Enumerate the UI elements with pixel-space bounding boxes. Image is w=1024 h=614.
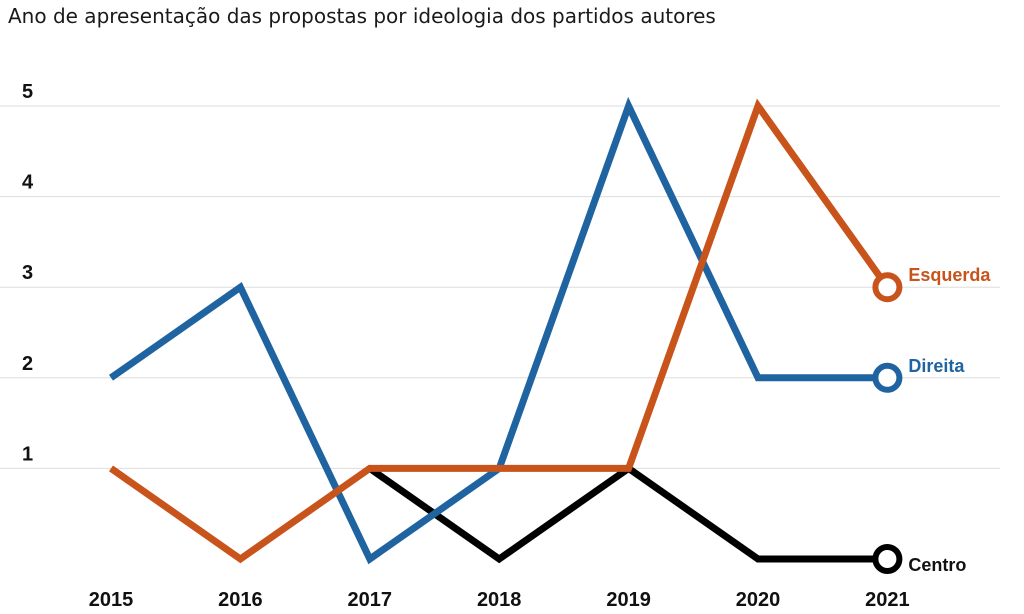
y-tick-label-1: 1 xyxy=(22,443,33,465)
series-line-centro xyxy=(367,464,888,564)
x-tick-label-2020: 2020 xyxy=(736,589,781,611)
y-tick-label-3: 3 xyxy=(22,262,33,284)
x-tick-label-2019: 2019 xyxy=(606,589,651,611)
x-tick-label-2017: 2017 xyxy=(348,589,393,611)
series-label-esquerda: Esquerda xyxy=(908,265,991,285)
series-lines xyxy=(108,96,891,565)
series-label-centro: Centro xyxy=(908,555,966,575)
y-axis-ticks: 1 2 3 4 5 xyxy=(22,81,34,465)
endpoint-marker-esquerda xyxy=(872,272,903,303)
x-axis-ticks: 2015 2016 2017 2018 2019 2020 2021 xyxy=(89,589,910,611)
series-line-direita xyxy=(108,96,888,565)
series-label-direita: Direita xyxy=(908,356,965,376)
chart-title: Ano de apresentação das propostas por id… xyxy=(8,4,716,28)
endpoint-marker-centro xyxy=(872,544,903,574)
x-tick-label-2016: 2016 xyxy=(218,589,263,611)
y-tick-label-5: 5 xyxy=(22,81,33,103)
x-tick-label-2015: 2015 xyxy=(89,589,134,611)
x-tick-label-2018: 2018 xyxy=(477,589,522,611)
series-line-esquerda xyxy=(108,98,891,564)
x-tick-label-2021: 2021 xyxy=(865,589,910,611)
y-tick-label-4: 4 xyxy=(22,172,34,194)
y-tick-label-2: 2 xyxy=(22,353,33,375)
gridlines xyxy=(0,105,1000,469)
series-labels: Centro Direita Esquerda xyxy=(908,265,991,575)
endpoint-marker-direita xyxy=(872,362,903,393)
series-endpoints xyxy=(872,272,903,574)
